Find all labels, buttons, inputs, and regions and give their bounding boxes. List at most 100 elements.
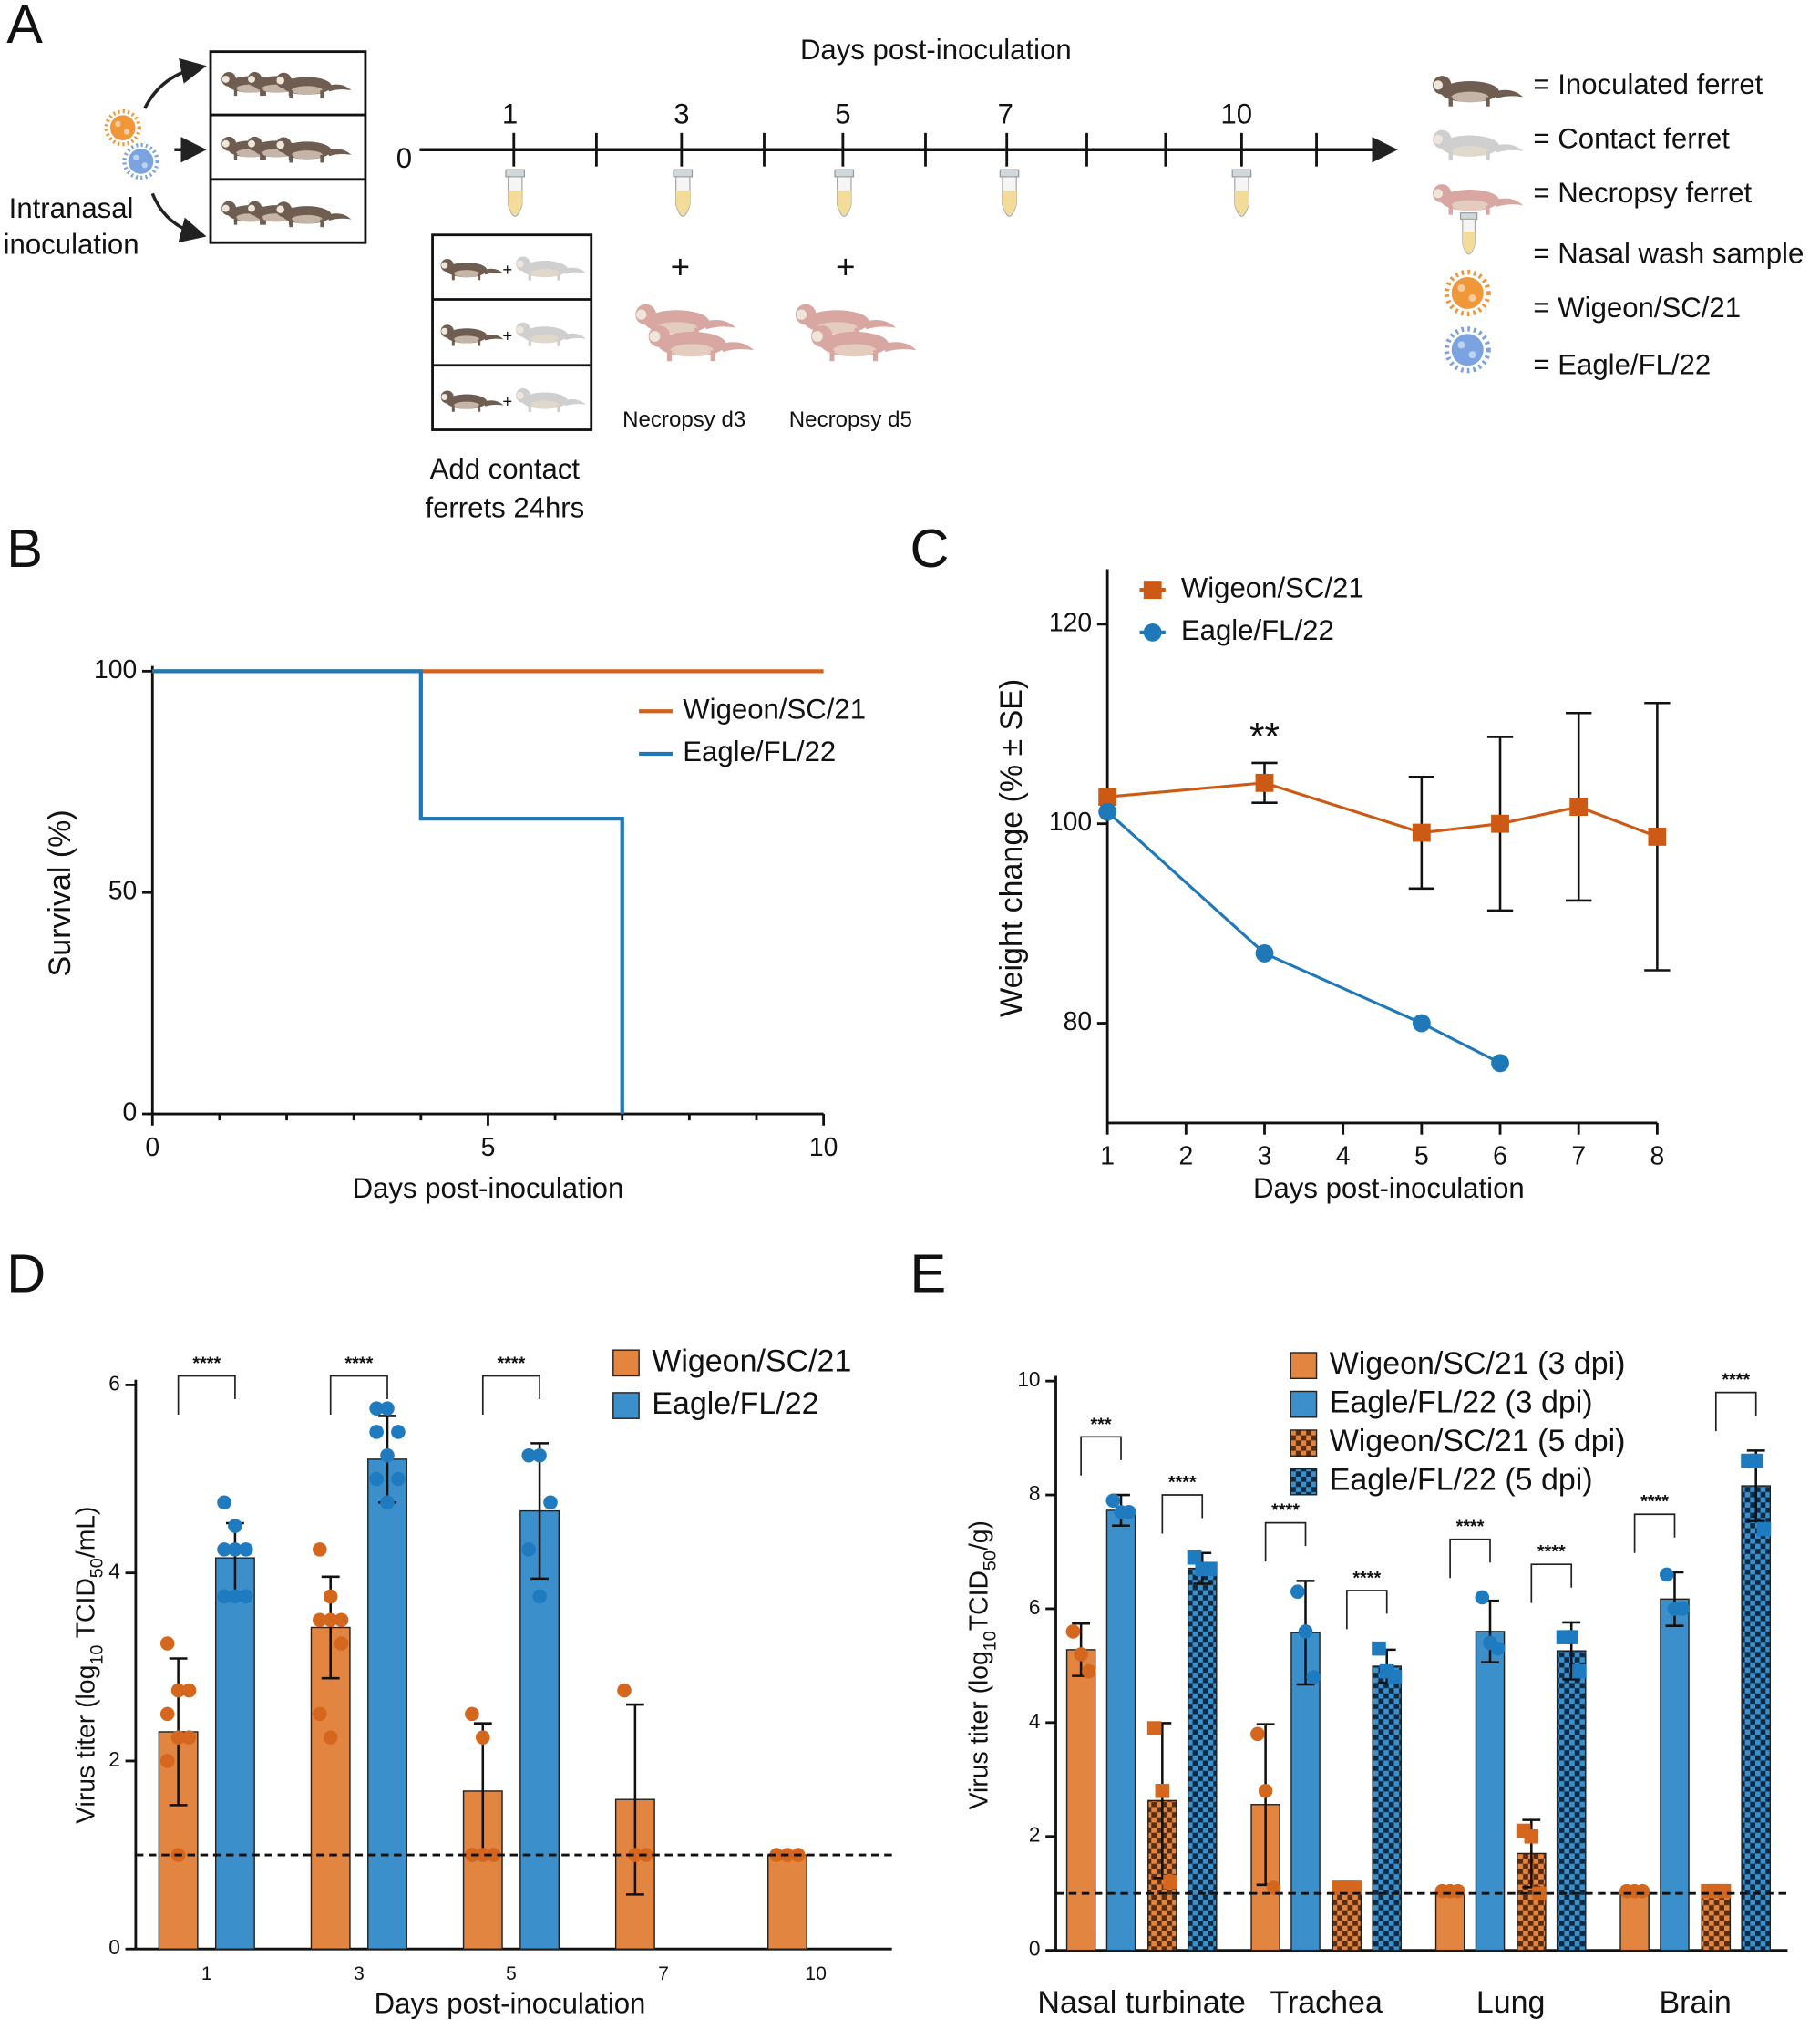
x-tick-label: 1 (201, 1962, 212, 1984)
bar (1332, 1887, 1362, 1952)
x-tick-label: 5 (1414, 1142, 1429, 1171)
annotation: ** (1249, 716, 1280, 759)
virus-icon (124, 145, 157, 178)
data-point (159, 1636, 175, 1651)
data-point (521, 1542, 536, 1557)
ferret (275, 72, 352, 98)
x-tick-label: 10 (805, 1962, 827, 1984)
significance-bracket (1714, 1391, 1757, 1432)
panel-label: E (910, 1243, 947, 1304)
data-point (313, 1612, 327, 1628)
y-tick-label: 6 (1029, 1595, 1041, 1619)
ferret (516, 256, 587, 281)
inoculated-ferrets (221, 72, 352, 228)
legend-text: Wigeon/SC/21 (5 dpi) (1330, 1424, 1626, 1458)
data-point (1491, 814, 1509, 833)
x-tick-label: 1 (1100, 1142, 1115, 1171)
data-point (1635, 1883, 1650, 1899)
legend-text: Eagle/FL/22 (652, 1386, 818, 1421)
legend-ferret (1433, 184, 1524, 215)
x-axis-label: Days post-inoculation (375, 1988, 646, 2020)
day-label: 3 (674, 98, 689, 130)
error-bar (530, 1442, 550, 1581)
y-tick-label: 10 (1017, 1367, 1040, 1391)
data-point (1065, 1624, 1081, 1639)
bar (1556, 1650, 1587, 1952)
y-tick-label: 6 (108, 1371, 120, 1395)
data-point (170, 1683, 186, 1698)
y-tick-label: 100 (1049, 808, 1092, 837)
data-point (1347, 1880, 1362, 1895)
data-point (313, 1542, 327, 1557)
ferret (440, 390, 504, 412)
bar (1187, 1567, 1218, 1952)
data-point (1255, 944, 1274, 963)
significance-bracket (1530, 1563, 1573, 1603)
data-point (521, 1447, 536, 1463)
data-point (1675, 1602, 1691, 1616)
y-axis-label-part: 10 (981, 1631, 1001, 1651)
legend-swatch (1290, 1352, 1318, 1380)
data-point (1105, 1493, 1121, 1509)
error-bar (625, 1703, 644, 1896)
y-tick-label: 2 (1029, 1823, 1041, 1847)
legend-text: = Wigeon/SC/21 (1533, 292, 1741, 324)
data-point (159, 1754, 175, 1768)
significance-label: **** (192, 1354, 221, 1374)
significance-label: **** (1537, 1542, 1566, 1562)
tube-icon (1231, 169, 1252, 217)
legend-tube (1459, 212, 1478, 255)
y-axis-label: Virus titer (log10TCID50/g) (965, 1520, 1001, 1809)
series-line (1107, 781, 1658, 839)
legend-ferret (1433, 129, 1524, 161)
data-point (228, 1519, 242, 1533)
data-point (1475, 1590, 1490, 1605)
y-tick-label: 2 (108, 1747, 120, 1771)
data-point (1258, 1783, 1273, 1798)
data-point (369, 1401, 384, 1416)
significance-bracket (1449, 1538, 1491, 1579)
data-point (239, 1589, 253, 1604)
data-point (239, 1542, 253, 1557)
legend-text: Eagle/FL/22 (1181, 614, 1334, 646)
bar (519, 1509, 560, 1950)
tube-icon (505, 169, 526, 217)
ferret (811, 325, 917, 362)
tube-icon (834, 169, 855, 217)
data-point (769, 1848, 784, 1862)
x-tick-label: 7 (658, 1962, 669, 1984)
bar (1434, 1890, 1465, 1952)
bar (1701, 1890, 1732, 1952)
data-point (217, 1589, 231, 1604)
y-axis-label-part: 50 (981, 1550, 1001, 1571)
necropsy-label: Necropsy d3 (622, 407, 745, 432)
arrow (143, 57, 207, 109)
virus-icon (107, 111, 139, 144)
bar (1105, 1509, 1136, 1952)
data-point (1387, 1670, 1403, 1684)
data-point (369, 1425, 384, 1439)
significance-label: **** (1456, 1517, 1485, 1537)
data-point (1163, 1874, 1177, 1890)
x-tick-label: Nasal turbinate (1037, 1985, 1245, 2020)
data-point (1074, 1647, 1088, 1662)
arrow (150, 192, 207, 243)
necropsy-ferrets (635, 304, 917, 362)
data-point (1756, 1521, 1772, 1537)
y-axis-label: Virus titer (log10 TCID50/mL) (72, 1507, 108, 1824)
legend-swatch (612, 1392, 640, 1419)
bar (767, 1854, 807, 1950)
plus-sign: + (502, 392, 512, 411)
x-tick-label: 0 (145, 1133, 159, 1162)
legend-text: = Inoculated ferret (1533, 68, 1763, 100)
y-tick-label: 0 (1029, 1937, 1041, 1961)
legend-text: = Necropsy ferret (1533, 177, 1752, 209)
data-point (1250, 1726, 1265, 1742)
bar (1475, 1631, 1506, 1952)
data-point (532, 1589, 547, 1604)
data-point (391, 1425, 406, 1439)
x-axis-label: Days post-inoculation (353, 1172, 624, 1204)
ferret (440, 259, 504, 281)
legend-virus (1446, 273, 1488, 314)
